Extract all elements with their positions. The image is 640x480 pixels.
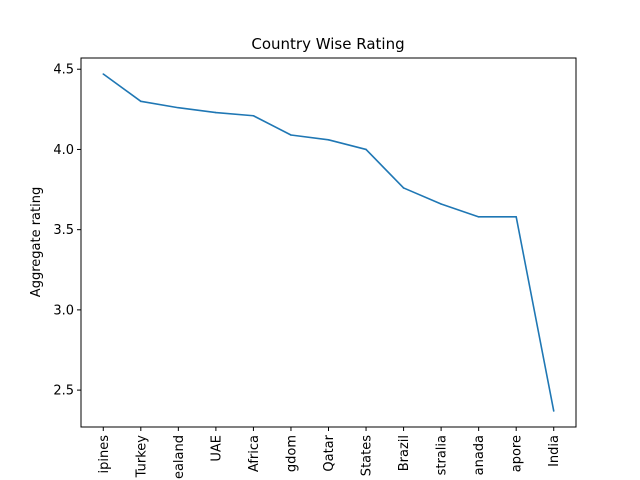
data-point (552, 410, 555, 412)
x-tick-label: Brazil (397, 435, 412, 471)
data-point (102, 73, 105, 75)
x-tick-label: gdom (284, 435, 299, 472)
x-tick-label: stralia (435, 435, 450, 475)
series-line (102, 73, 555, 412)
y-tick-label: 2.5 (53, 384, 74, 399)
y-tick-label: 4.0 (53, 143, 74, 158)
x-tick-label: Africa (247, 435, 262, 472)
data-point (215, 111, 217, 114)
x-tick-label: ipines (97, 435, 112, 474)
data-point (440, 203, 442, 205)
x-tick-label: Qatar (322, 434, 337, 471)
y-tick-label: 4.5 (53, 63, 74, 78)
y-tick-label: 3.0 (53, 303, 74, 318)
x-tick-label: anada (472, 435, 487, 475)
x-tick-label: States (360, 435, 375, 476)
plot-area: 2.5 3.0 3.5 4.0 4.5 ipines Turkey ealand UAE Afri… (53, 57, 577, 479)
x-tick-label: apore (510, 435, 525, 472)
data-point (327, 139, 330, 141)
x-tick-label: Turkey (134, 435, 149, 479)
chart-title: Country Wise Rating (251, 35, 404, 53)
data-point (290, 134, 292, 136)
y-axis-label: Aggregate rating (29, 187, 44, 297)
data-point (477, 216, 480, 218)
x-tick-label: India (547, 435, 562, 467)
y-tick-label: 3.5 (53, 223, 74, 238)
plot-frame (80, 57, 577, 428)
data-point (402, 187, 405, 189)
x-tick-label: UAE (209, 435, 224, 462)
data-point (365, 148, 367, 151)
data-point (140, 100, 142, 103)
data-point (252, 114, 255, 117)
x-tick-label: ealand (172, 435, 187, 479)
data-point (515, 216, 517, 218)
data-point (177, 106, 180, 109)
